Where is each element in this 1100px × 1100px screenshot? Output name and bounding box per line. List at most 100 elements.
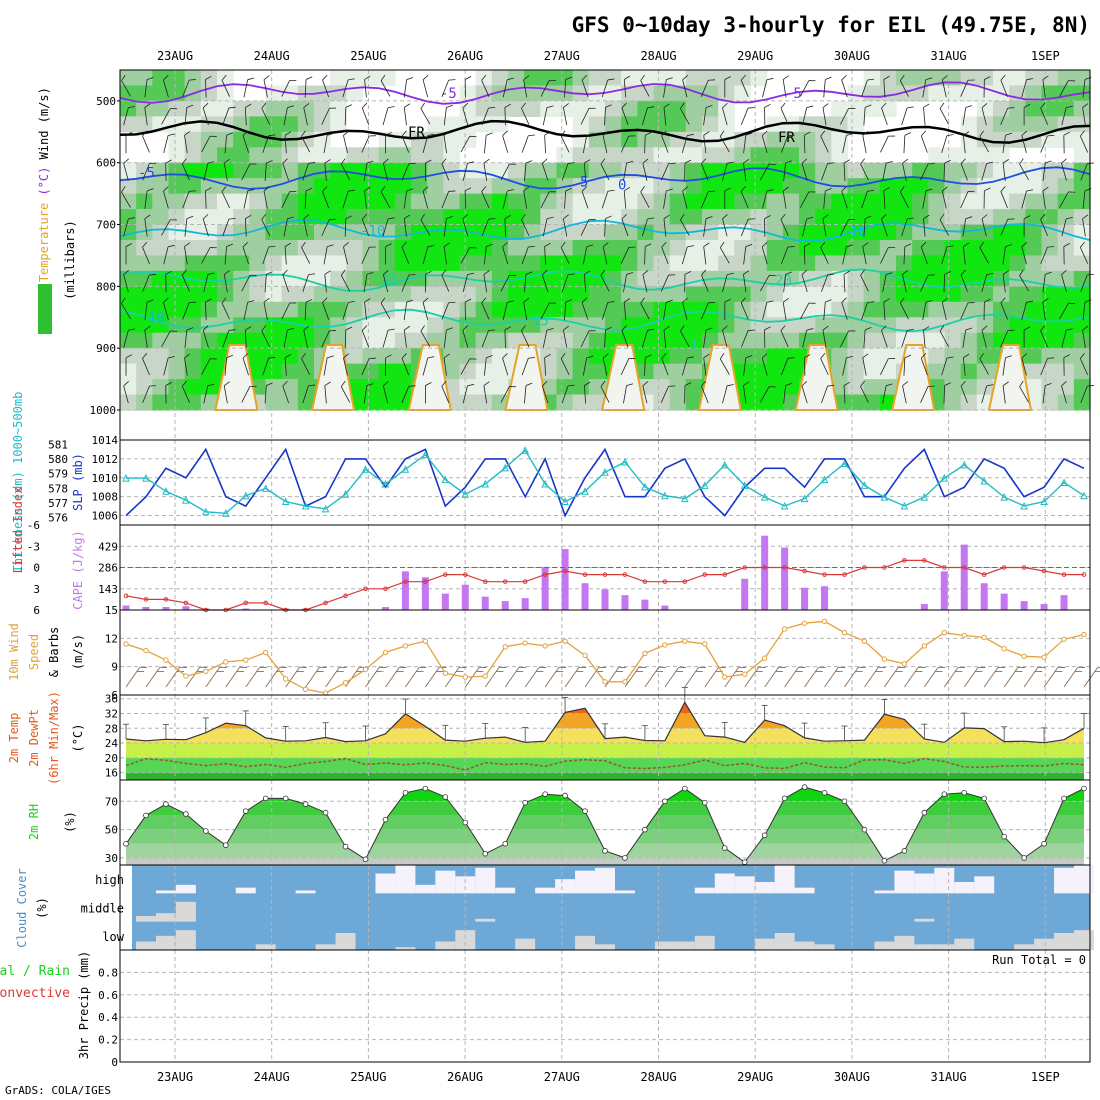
y-axis-label-part: Wind (m/s) bbox=[37, 87, 51, 166]
rh-cell bbox=[1057, 332, 1075, 349]
rh-cell bbox=[540, 301, 558, 318]
thickness-point bbox=[182, 495, 190, 504]
rh-cell bbox=[168, 286, 186, 303]
rh-cell bbox=[491, 286, 509, 303]
rh-cell bbox=[411, 240, 428, 257]
wind-barb bbox=[163, 75, 169, 98]
wind-barb bbox=[443, 327, 453, 348]
rh-cell bbox=[427, 147, 444, 164]
rh-point bbox=[1021, 855, 1027, 861]
wind-barb bbox=[401, 274, 416, 292]
rh-cell bbox=[782, 301, 800, 318]
rh-cell bbox=[217, 131, 234, 148]
rh-cell bbox=[863, 286, 881, 303]
thickness-point bbox=[301, 501, 310, 510]
thickness-point bbox=[900, 501, 909, 510]
wind-barb bbox=[382, 106, 395, 126]
rh-cell bbox=[168, 379, 186, 396]
wind-barb bbox=[941, 356, 954, 376]
rh-cell bbox=[669, 70, 687, 87]
rh-cell bbox=[152, 301, 170, 318]
rh-cell bbox=[960, 116, 978, 133]
rh-cell bbox=[993, 116, 1010, 133]
wind-speed-point bbox=[422, 638, 429, 644]
wind-barb bbox=[144, 325, 151, 348]
rh-cell bbox=[976, 193, 994, 210]
wind-barb bbox=[342, 78, 355, 98]
rh-cell bbox=[702, 255, 719, 272]
rh-cell bbox=[314, 317, 331, 334]
rh-cell bbox=[314, 224, 331, 241]
rh-cell bbox=[912, 255, 929, 272]
rh-cell bbox=[993, 209, 1010, 226]
wind-barb bbox=[661, 353, 669, 376]
wind-barb bbox=[321, 330, 337, 348]
thickness-point bbox=[800, 494, 809, 503]
wind-barb bbox=[960, 302, 975, 320]
rh-cell bbox=[912, 70, 929, 87]
wind-barb bbox=[303, 325, 310, 348]
rh-cell bbox=[556, 332, 574, 349]
rh-cell bbox=[297, 255, 315, 272]
rh-cell bbox=[136, 394, 153, 411]
wind-barb bbox=[861, 78, 875, 98]
bottom-date-label: 24AUG bbox=[254, 1070, 290, 1084]
bottom-date-label: 25AUG bbox=[350, 1070, 386, 1084]
rh-cell bbox=[896, 286, 913, 303]
wind-barb bbox=[361, 135, 376, 153]
rh-cell bbox=[378, 240, 396, 257]
rh-cell bbox=[831, 116, 849, 133]
wind-barb bbox=[939, 325, 949, 348]
contour-label: 15 bbox=[382, 273, 399, 289]
wind-speed-point bbox=[522, 640, 528, 646]
rh-tick-label: 70 bbox=[105, 795, 118, 808]
cape-bar bbox=[1060, 595, 1068, 610]
wind-barb bbox=[504, 103, 511, 126]
rh-cell bbox=[217, 85, 234, 102]
rh-cell bbox=[314, 255, 331, 272]
rh-cell bbox=[249, 270, 267, 287]
rh-cell bbox=[637, 209, 655, 226]
rh-cell bbox=[1041, 100, 1059, 117]
wind-barb bbox=[700, 301, 716, 320]
wind-barb bbox=[724, 298, 731, 321]
rh-cell bbox=[782, 224, 800, 241]
rh-cell bbox=[782, 131, 800, 148]
surface-wind-barb bbox=[624, 666, 646, 688]
wind-barb bbox=[623, 75, 631, 98]
rh-cell bbox=[152, 348, 170, 365]
rh-cell bbox=[427, 224, 444, 241]
y-axis-label: Thickness (dm) 1000~500mb bbox=[11, 392, 25, 573]
rh-cell bbox=[1025, 116, 1043, 133]
rh-cell bbox=[265, 301, 283, 318]
thickness-point bbox=[840, 459, 849, 467]
wind-barb bbox=[382, 158, 389, 181]
rh-cell bbox=[281, 348, 299, 365]
rh-cell bbox=[459, 255, 477, 272]
wind-speed-point bbox=[1021, 653, 1027, 659]
rh-point bbox=[362, 856, 369, 863]
rh-cell bbox=[588, 100, 606, 117]
rh-cell bbox=[782, 147, 800, 164]
wind-barb bbox=[364, 186, 371, 209]
rh-cell bbox=[799, 178, 816, 195]
wind-barb bbox=[483, 270, 490, 293]
temp-tick-label: 24 bbox=[105, 737, 119, 750]
wind-barb bbox=[524, 382, 533, 404]
surface-wind-barb bbox=[444, 666, 467, 688]
temp-tick-label: 28 bbox=[105, 722, 118, 735]
rh-cell bbox=[217, 317, 234, 334]
rh-cell bbox=[378, 209, 396, 226]
wind-barb bbox=[264, 271, 273, 293]
rh-cell bbox=[572, 100, 590, 117]
rh-cell bbox=[993, 70, 1010, 87]
rh-cell bbox=[896, 255, 913, 272]
y-axis-label-part: (millibars) bbox=[63, 220, 77, 299]
wind-barb bbox=[142, 353, 150, 376]
wind-barb bbox=[263, 186, 270, 209]
rh-cell bbox=[443, 116, 461, 133]
wind-barb bbox=[1040, 213, 1048, 237]
wind-barb bbox=[981, 161, 994, 181]
bottom-date-label: 23AUG bbox=[157, 1070, 193, 1084]
rh-cell bbox=[184, 100, 202, 117]
